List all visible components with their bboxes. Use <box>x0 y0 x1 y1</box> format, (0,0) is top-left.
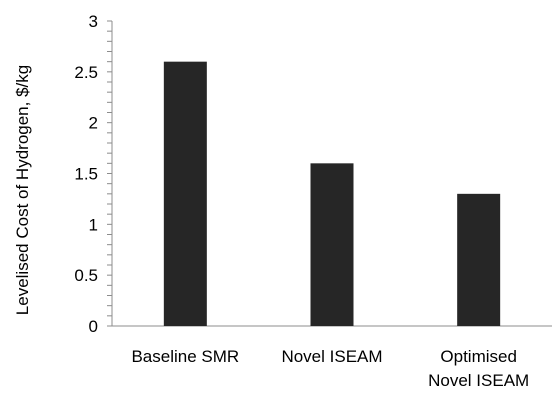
y-axis-title-group: Levelised Cost of Hydrogen, $/kg <box>13 65 32 315</box>
y-tick-label: 0 <box>89 317 98 336</box>
y-tick-label: 2.5 <box>74 63 98 82</box>
bar <box>457 193 501 326</box>
y-tick-label: 1.5 <box>74 165 98 184</box>
x-category-label-line: Baseline SMR <box>131 347 239 366</box>
x-category-label: Baseline SMR <box>131 347 239 366</box>
bar <box>163 61 207 327</box>
bar <box>310 163 354 326</box>
x-category-label-line: Novel ISEAM <box>281 347 382 366</box>
bars <box>163 61 501 327</box>
y-tick-label: 1 <box>89 215 98 234</box>
y-tick-label: 0.5 <box>74 266 98 285</box>
x-category-label: Novel ISEAM <box>281 347 382 366</box>
y-axis-title: Levelised Cost of Hydrogen, $/kg <box>13 65 32 315</box>
x-category-label: Optimised Novel ISEAM <box>428 347 529 390</box>
x-category-label-line: Novel ISEAM <box>428 371 529 390</box>
y-tick-label: 2 <box>89 114 98 133</box>
x-category-label-line: Optimised <box>440 347 517 366</box>
y-tick-label: 3 <box>89 12 98 31</box>
y-axis: 0 0.5 1 1.5 2 2.5 3 <box>74 12 113 336</box>
category-labels: Baseline SMR Novel ISEAM Optimised Novel IS… <box>131 347 529 390</box>
